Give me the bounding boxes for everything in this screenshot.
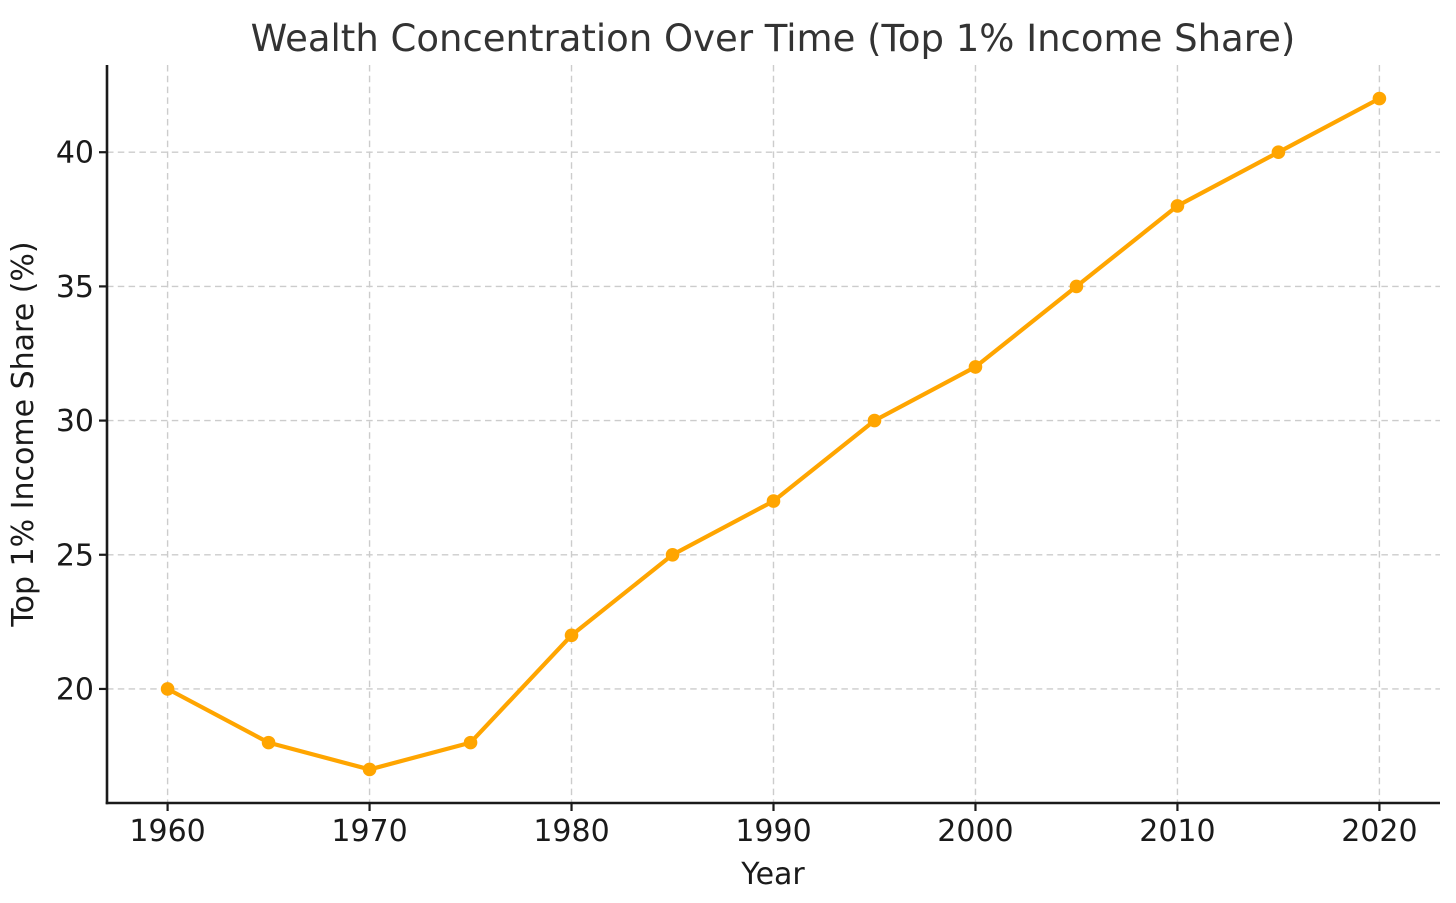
data-point-marker	[261, 735, 276, 750]
data-point-marker	[867, 413, 882, 428]
x-tick-label: 2020	[1341, 814, 1417, 849]
data-point-marker	[1372, 91, 1387, 106]
data-point-marker	[463, 735, 478, 750]
data-point-marker	[766, 494, 781, 508]
data-point-marker	[362, 762, 377, 777]
chart-title: Wealth Concentration Over Time (Top 1% I…	[251, 17, 1296, 60]
y-tick-label: 20	[56, 672, 94, 707]
y-tick-label: 35	[56, 270, 94, 305]
data-point-marker	[1069, 279, 1084, 294]
data-point-marker	[968, 360, 983, 374]
y-axis-title: Top 1% Income Share (%)	[6, 241, 41, 627]
data-point-marker	[1271, 145, 1286, 160]
x-axis-title: Year	[740, 857, 805, 892]
x-tick-label: 2000	[937, 814, 1013, 849]
x-tick-label: 1960	[129, 814, 205, 849]
x-tick-label: 1990	[735, 814, 811, 849]
y-tick-label: 25	[56, 538, 94, 573]
y-tick-label: 40	[56, 136, 94, 171]
x-tick-label: 1980	[533, 814, 609, 849]
data-point-marker	[160, 682, 175, 696]
x-tick-label: 2010	[1139, 814, 1215, 849]
data-point-marker	[665, 547, 680, 562]
data-point-marker	[564, 628, 579, 643]
series-layer	[160, 91, 1387, 777]
x-tick-label: 1970	[331, 814, 407, 849]
data-point-marker	[1170, 199, 1185, 213]
grid-layer	[107, 65, 1440, 803]
y-tick-label: 30	[56, 404, 94, 439]
